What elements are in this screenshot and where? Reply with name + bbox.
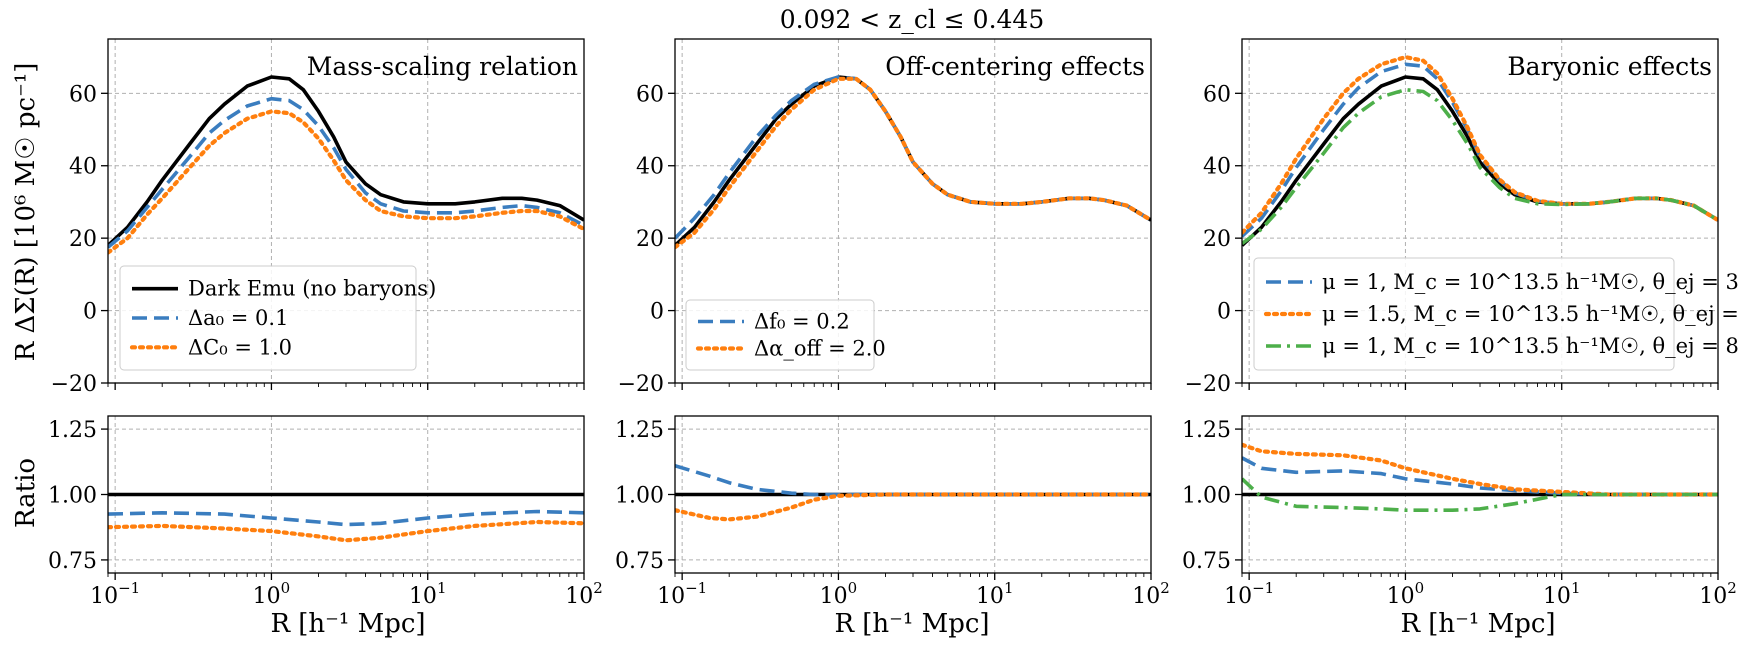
x-tick-label: 10−1 bbox=[1224, 579, 1274, 609]
x-tick-label: 102 bbox=[1699, 579, 1737, 609]
legend-frame bbox=[685, 299, 875, 371]
legend-frame bbox=[119, 265, 417, 371]
y-tick-label: 0 bbox=[1217, 300, 1231, 325]
x-tick-label: 10−1 bbox=[657, 579, 707, 609]
x-axis-label-panel-2: R [h⁻¹ Mpc] bbox=[834, 609, 989, 639]
legend-label: μ = 1.5, M_c = 10^13.5 h⁻¹M☉, θ_ej = 3 bbox=[1322, 302, 1744, 326]
y-tick-label: 1.25 bbox=[1182, 418, 1231, 443]
chart-panel-4: 0.75 1.00 1.25 10−1 100 101 102 bbox=[48, 415, 603, 609]
series-line-2 bbox=[675, 463, 1151, 497]
legend-label: ΔC₀ = 1.0 bbox=[188, 335, 292, 359]
legend-label: Dark Emu (no baryons) bbox=[188, 277, 436, 301]
series-line-3 bbox=[108, 109, 584, 255]
panel-title: Baryonic effects bbox=[1507, 52, 1712, 81]
chart-panel-1: −20 0 20 40 60 Mass-scaling relation Dark Emu … bbox=[51, 38, 585, 397]
x-tick-label: 100 bbox=[1387, 579, 1425, 609]
x-axis-label-panel-1: R [h⁻¹ Mpc] bbox=[270, 609, 425, 639]
chart-panel-3: −20 0 20 40 60 Baryonic effects μ = 1, M_c = 1… bbox=[1185, 38, 1744, 397]
x-tick-label: 102 bbox=[1132, 579, 1170, 609]
x-axis-label-panel-3: R [h⁻¹ Mpc] bbox=[1400, 609, 1555, 639]
y-tick-label: 1.00 bbox=[615, 484, 664, 509]
y-tick-label: 0.75 bbox=[615, 549, 664, 574]
series-line-3 bbox=[1242, 442, 1718, 497]
x-tick-label: 101 bbox=[1543, 579, 1581, 609]
y-axis-label-top: R ΔΣ(R) [10⁶ M☉ pc⁻¹] bbox=[11, 63, 41, 362]
series-line-2 bbox=[108, 509, 584, 527]
y-tick-label: 60 bbox=[636, 82, 664, 107]
legend: Dark Emu (no baryons) Δa₀ = 0.1 ΔC₀ = 1.0 bbox=[119, 265, 436, 371]
x-tick-label: 10−1 bbox=[90, 579, 140, 609]
y-tick-label: 20 bbox=[636, 227, 664, 252]
y-tick-label: 1.00 bbox=[48, 484, 97, 509]
y-tick-label: 20 bbox=[69, 227, 97, 252]
x-tick-label: 101 bbox=[409, 579, 447, 609]
panel-title: Off-centering effects bbox=[885, 52, 1145, 81]
series-line-4 bbox=[1242, 87, 1718, 246]
y-tick-label: −20 bbox=[1185, 372, 1231, 397]
panel-title: Mass-scaling relation bbox=[307, 52, 578, 81]
chart-panel-2: −20 0 20 40 60 Off-centering effects Δf₀ = 0.2… bbox=[618, 38, 1152, 397]
series-line-2 bbox=[108, 96, 584, 249]
y-tick-label: 40 bbox=[1203, 155, 1231, 180]
x-tick-label: 100 bbox=[253, 579, 291, 609]
y-tick-label: 0.75 bbox=[48, 549, 97, 574]
figure-suptitle: 0.092 < z_cl ≤ 0.445 bbox=[780, 5, 1045, 34]
chart-panel-5: 0.75 1.00 1.25 10−1 100 101 102 bbox=[615, 415, 1170, 609]
legend-label: μ = 1, M_c = 10^13.5 h⁻¹M☉, θ_ej = 3 bbox=[1322, 270, 1739, 294]
y-tick-label: 0 bbox=[650, 300, 664, 325]
y-tick-label: 40 bbox=[636, 155, 664, 180]
y-tick-label: 1.25 bbox=[615, 418, 664, 443]
y-tick-label: 20 bbox=[1203, 227, 1231, 252]
y-tick-label: 60 bbox=[69, 82, 97, 107]
series-line-2 bbox=[1242, 456, 1718, 497]
y-tick-label: 0.75 bbox=[1182, 549, 1231, 574]
legend-label: Δa₀ = 0.1 bbox=[188, 306, 288, 330]
y-tick-label: 0 bbox=[83, 300, 97, 325]
y-tick-label: −20 bbox=[618, 372, 664, 397]
y-tick-label: 40 bbox=[69, 155, 97, 180]
series-line-3 bbox=[675, 76, 1151, 250]
x-tick-label: 102 bbox=[565, 579, 603, 609]
legend: μ = 1, M_c = 10^13.5 h⁻¹M☉, θ_ej = 3 μ = … bbox=[1253, 257, 1744, 371]
legend: Δf₀ = 0.2 Δα_off = 2.0 bbox=[685, 299, 886, 371]
series-line-3 bbox=[108, 519, 584, 543]
chart-panel-6: 0.75 1.00 1.25 10−1 100 101 102 bbox=[1182, 415, 1737, 609]
x-tick-label: 100 bbox=[820, 579, 858, 609]
y-tick-label: 1.00 bbox=[1182, 484, 1231, 509]
legend-frame bbox=[1253, 257, 1675, 371]
y-tick-label: 1.25 bbox=[48, 418, 97, 443]
legend-label: Δf₀ = 0.2 bbox=[754, 310, 850, 334]
series-line-4 bbox=[1242, 477, 1718, 513]
series-line-3 bbox=[675, 492, 1151, 522]
y-axis-label-bottom: Ratio bbox=[11, 458, 41, 528]
series-line-1 bbox=[1242, 75, 1718, 247]
legend-label: μ = 1, M_c = 10^13.5 h⁻¹M☉, θ_ej = 8 bbox=[1322, 334, 1739, 358]
series-line-1 bbox=[108, 75, 584, 247]
legend-label: Δα_off = 2.0 bbox=[754, 337, 886, 361]
y-tick-label: 60 bbox=[1203, 82, 1231, 107]
y-tick-label: −20 bbox=[51, 372, 97, 397]
x-tick-label: 101 bbox=[976, 579, 1014, 609]
